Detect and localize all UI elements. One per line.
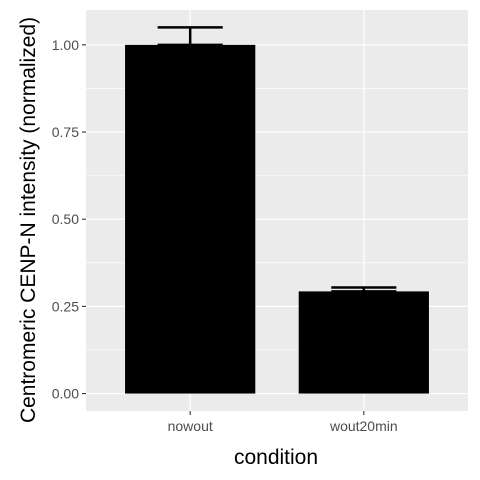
x-axis-title: condition [234,446,318,469]
bar-nowout [125,44,256,394]
y-tick-label: 0.00 [52,386,79,402]
bar-wout20min [298,291,429,394]
x-tick-label: nowout [168,418,213,434]
error-bars [157,26,397,293]
x-tick-label: wout20min [329,418,398,434]
y-tick-label: 0.25 [52,298,79,314]
y-axis-title: Centromeric CENP-N intensity (normalized… [17,17,40,423]
y-tick-label: 1.00 [52,37,79,53]
y-tick-label: 0.50 [52,211,79,227]
y-axis: 0.00 0.25 0.50 0.75 1.00 [52,37,86,402]
y-tick-label: 0.75 [52,124,79,140]
x-axis: nowout wout20min [168,411,398,434]
bars [125,44,429,394]
